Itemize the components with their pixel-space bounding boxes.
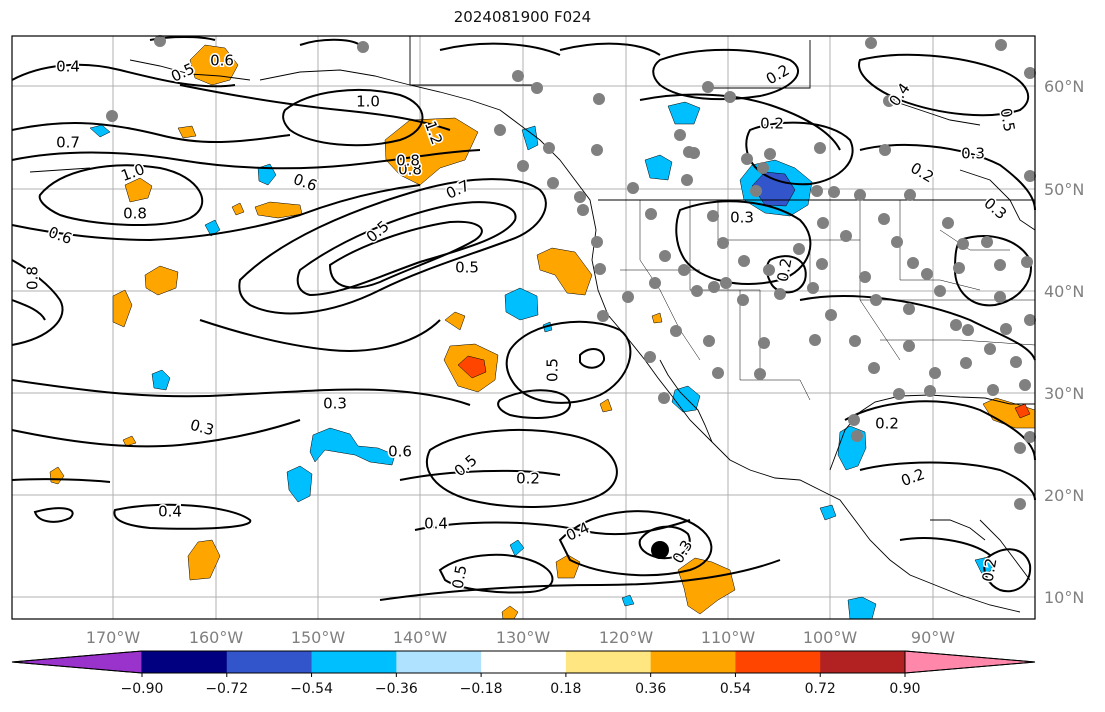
lon-tick-label: 160°W bbox=[189, 628, 244, 647]
colorbar-segment bbox=[11, 650, 143, 674]
map-title: 2024081900 F024 bbox=[453, 8, 592, 26]
contour-label: 0.4 bbox=[424, 515, 448, 533]
colorbar-tick-label: 0.90 bbox=[889, 681, 920, 697]
colorbar-tick-label: −0.36 bbox=[375, 681, 418, 697]
colorbar-tick-label: 0.72 bbox=[805, 681, 836, 697]
contour-label: 0.2 bbox=[516, 470, 540, 488]
colorbar-tick-label: 0.54 bbox=[720, 681, 751, 697]
contour-label: 0.8 bbox=[24, 266, 42, 290]
contour-label: 0.3 bbox=[730, 209, 754, 227]
contour-label: 0.7 bbox=[56, 134, 80, 152]
contour-label: 1.0 bbox=[356, 93, 380, 111]
contour-label: 1.2 bbox=[421, 119, 446, 148]
lon-tick-label: 140°W bbox=[393, 628, 448, 647]
colorbar-tick-label: 0.18 bbox=[550, 681, 581, 697]
colorbar-segment bbox=[735, 651, 821, 673]
contour-label: 0.2 bbox=[760, 115, 784, 133]
contour-label: 0.6 bbox=[388, 443, 412, 461]
contour-label: 0.3 bbox=[323, 395, 347, 413]
station-points bbox=[106, 35, 1036, 510]
lon-tick-label: 100°W bbox=[803, 628, 858, 647]
positive-anomaly-fills bbox=[49, 44, 1036, 620]
lon-tick-label: 120°W bbox=[599, 628, 654, 647]
colorbar-tick-label: −0.72 bbox=[205, 681, 248, 697]
contour-label: 0.8 bbox=[396, 152, 420, 170]
lat-tick-label: 40°N bbox=[1044, 282, 1084, 301]
contour-label: 0.5 bbox=[455, 259, 479, 277]
lon-tick-label: 150°W bbox=[291, 628, 346, 647]
lat-tick-label: 60°N bbox=[1044, 77, 1084, 96]
contour-label: 0.5 bbox=[544, 358, 562, 382]
colorbar-tick-label: −0.18 bbox=[460, 681, 503, 697]
colorbar-segment bbox=[481, 651, 567, 673]
colorbar bbox=[11, 650, 1036, 674]
contour-label: 0.6 bbox=[210, 52, 234, 70]
lat-tick-labels: 60°N 50°N 40°N 30°N 20°N 10°N bbox=[1044, 77, 1084, 607]
colorbar-tick-label: −0.90 bbox=[121, 681, 164, 697]
colorbar-segment bbox=[396, 651, 482, 673]
contour-label: 0.4 bbox=[56, 58, 80, 76]
contour-label: 0.2 bbox=[875, 415, 899, 433]
lat-tick-label: 20°N bbox=[1044, 486, 1084, 505]
lat-tick-label: 50°N bbox=[1044, 180, 1084, 199]
colorbar-segment bbox=[820, 651, 906, 673]
colorbar-segment bbox=[142, 651, 228, 673]
colorbar-segment bbox=[565, 651, 652, 673]
lon-tick-label: 130°W bbox=[496, 628, 551, 647]
contour-label: 0.8 bbox=[398, 161, 422, 179]
storm-center-marker bbox=[651, 541, 669, 559]
lat-tick-label: 30°N bbox=[1044, 384, 1084, 403]
contour-label: 0.3 bbox=[961, 145, 985, 163]
lon-tick-label: 110°W bbox=[701, 628, 756, 647]
lon-tick-labels: 170°W 160°W 150°W 140°W 130°W 120°W 110°… bbox=[86, 628, 955, 647]
contour-lines bbox=[11, 36, 1036, 601]
colorbar-segment bbox=[904, 650, 1036, 674]
lat-tick-label: 10°N bbox=[1044, 588, 1084, 607]
contour-label: 0.8 bbox=[123, 205, 147, 223]
colorbar-segment bbox=[226, 651, 313, 673]
colorbar-tick-label: 0.36 bbox=[635, 681, 666, 697]
colorbar-segment bbox=[311, 651, 397, 673]
map-frame bbox=[11, 35, 1036, 620]
contour-label: 0.4 bbox=[158, 503, 182, 521]
colorbar-tick-label: −0.54 bbox=[290, 681, 333, 697]
lon-tick-label: 90°W bbox=[911, 628, 955, 647]
colorbar-ticks: −0.90 −0.72 −0.54 −0.36 −0.18 0.18 0.36 0.54 0.7… bbox=[121, 673, 921, 697]
negative-anomaly-fills bbox=[89, 101, 994, 620]
lon-tick-label: 170°W bbox=[86, 628, 141, 647]
colorbar-segment bbox=[650, 651, 736, 673]
